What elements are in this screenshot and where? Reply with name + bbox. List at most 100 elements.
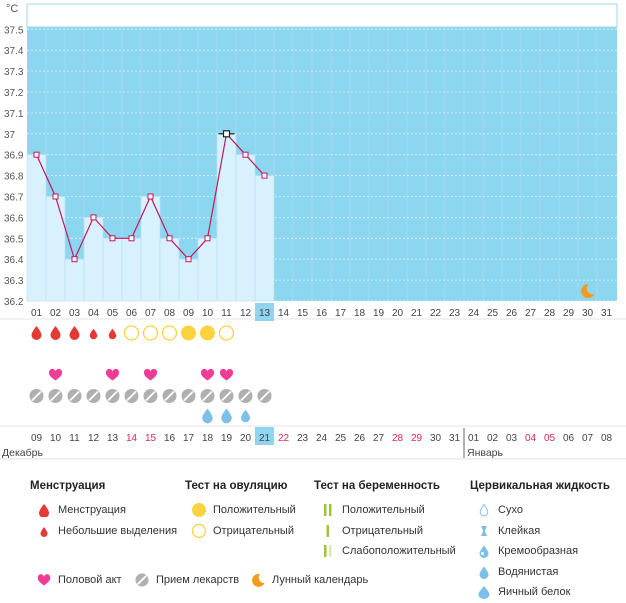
legend-label: Лунный календарь	[272, 574, 369, 586]
temperature-point[interactable]	[90, 214, 97, 221]
date-label[interactable]: 06	[563, 433, 575, 444]
temperature-point[interactable]	[128, 235, 135, 242]
cycle-day-label[interactable]: 01	[31, 308, 43, 319]
date-label[interactable]: 16	[164, 433, 176, 444]
legend-label: Водянистая	[498, 565, 559, 578]
legend-item: Отрицательный	[185, 521, 296, 542]
heart-icon	[200, 368, 215, 381]
date-label[interactable]: 14	[126, 433, 138, 444]
date-label[interactable]: 31	[449, 433, 461, 444]
cycle-day-label[interactable]: 12	[240, 308, 252, 319]
cycle-day-label[interactable]: 26	[506, 308, 518, 319]
cycle-day-label[interactable]: 29	[563, 308, 575, 319]
cycle-day-label[interactable]: 10	[202, 308, 214, 319]
legend-label: Отрицательный	[213, 524, 294, 537]
date-label[interactable]: 21	[259, 433, 271, 444]
temperature-point[interactable]	[147, 193, 154, 200]
cycle-day-label[interactable]: 09	[183, 308, 195, 319]
y-tick-label: 37	[4, 130, 16, 141]
cycle-day-label[interactable]: 11	[221, 308, 232, 319]
date-label[interactable]: 25	[335, 433, 347, 444]
cycle-day-label[interactable]: 28	[544, 308, 556, 319]
date-label[interactable]: 15	[145, 433, 157, 444]
temperature-point[interactable]	[222, 130, 231, 138]
date-label[interactable]: 13	[107, 433, 119, 444]
legend-title: Цервикальная жидкость	[470, 480, 610, 492]
date-label[interactable]: 18	[202, 433, 214, 444]
temperature-point[interactable]	[204, 235, 211, 242]
date-label[interactable]: 23	[297, 433, 309, 444]
date-label[interactable]: 26	[354, 433, 366, 444]
date-label[interactable]: 27	[373, 433, 385, 444]
cycle-day-label[interactable]: 07	[145, 308, 157, 319]
cycle-day-label[interactable]: 18	[354, 308, 366, 319]
date-label[interactable]: 01	[468, 433, 480, 444]
cycle-day-label[interactable]: 14	[278, 308, 290, 319]
date-label[interactable]: 11	[69, 433, 80, 444]
cycle-day-label[interactable]: 30	[582, 308, 594, 319]
cycle-day-label[interactable]: 17	[335, 308, 347, 319]
cycle-day-label[interactable]: 19	[373, 308, 385, 319]
cycle-day-label[interactable]: 25	[487, 308, 499, 319]
pill-icon-stripe	[240, 391, 251, 401]
cycle-day-label[interactable]: 20	[392, 308, 404, 319]
date-label[interactable]: 20	[240, 433, 252, 444]
date-label[interactable]: 17	[183, 433, 195, 444]
legend-item: Клейкая	[470, 521, 610, 542]
cycle-day-label[interactable]: 22	[430, 308, 442, 319]
cycle-day-label[interactable]: 05	[107, 308, 119, 319]
cycle-day-label[interactable]: 02	[50, 308, 62, 319]
cycle-day-label[interactable]: 03	[69, 308, 81, 319]
dry-drop-icon	[470, 503, 498, 517]
cycle-day-label[interactable]: 24	[468, 308, 480, 319]
date-label[interactable]: 28	[392, 433, 404, 444]
ovulation-negative-icon	[142, 325, 159, 341]
date-label[interactable]: 03	[506, 433, 518, 444]
cycle-day-label[interactable]: 21	[411, 308, 423, 319]
cycle-day-label[interactable]: 15	[297, 308, 309, 319]
temperature-point[interactable]	[261, 172, 268, 179]
today-highlight	[255, 427, 274, 445]
cycle-day-label[interactable]: 06	[126, 308, 138, 319]
date-label[interactable]: 10	[50, 433, 62, 444]
heart-icon	[48, 368, 63, 381]
date-label[interactable]: 12	[88, 433, 100, 444]
cycle-day-label[interactable]: 16	[316, 308, 328, 319]
date-label[interactable]: 09	[31, 433, 43, 444]
date-label[interactable]: 19	[221, 433, 233, 444]
pill-icon-stripe	[69, 391, 80, 401]
date-label[interactable]: 04	[525, 433, 537, 444]
month-label: Декабрь	[2, 447, 43, 459]
y-tick-label: 37.2	[4, 88, 24, 99]
cycle-day-label[interactable]: 13	[259, 308, 271, 319]
temperature-point[interactable]	[109, 235, 116, 242]
legend-label: Положительный	[342, 504, 425, 517]
temperature-point[interactable]	[71, 256, 78, 263]
date-label[interactable]: 22	[278, 433, 290, 444]
cycle-day-label[interactable]: 04	[88, 308, 100, 319]
date-label[interactable]: 24	[316, 433, 328, 444]
temperature-bar	[102, 238, 123, 302]
date-label[interactable]: 05	[544, 433, 556, 444]
temperature-point[interactable]	[166, 235, 173, 242]
legend-item: Отрицательный	[314, 521, 456, 542]
legend-label: Отрицательный	[342, 524, 423, 537]
cycle-day-label[interactable]: 31	[601, 308, 613, 319]
temperature-bar	[45, 196, 66, 302]
date-label[interactable]: 30	[430, 433, 442, 444]
date-label[interactable]: 02	[487, 433, 499, 444]
date-label[interactable]: 07	[582, 433, 594, 444]
temperature-point[interactable]	[185, 256, 192, 263]
legend-title: Менструация	[30, 480, 106, 492]
temperature-point[interactable]	[242, 151, 249, 158]
temperature-point[interactable]	[52, 193, 59, 200]
temperature-bar	[64, 258, 85, 302]
cycle-day-label[interactable]: 27	[525, 308, 537, 319]
date-label[interactable]: 29	[411, 433, 423, 444]
date-label[interactable]: 08	[601, 433, 613, 444]
pill-icon-stripe	[31, 391, 42, 401]
menstruation-drop-icon	[50, 326, 61, 340]
cycle-day-label[interactable]: 23	[449, 308, 461, 319]
cycle-day-label[interactable]: 08	[164, 308, 176, 319]
temperature-point[interactable]	[33, 151, 40, 158]
